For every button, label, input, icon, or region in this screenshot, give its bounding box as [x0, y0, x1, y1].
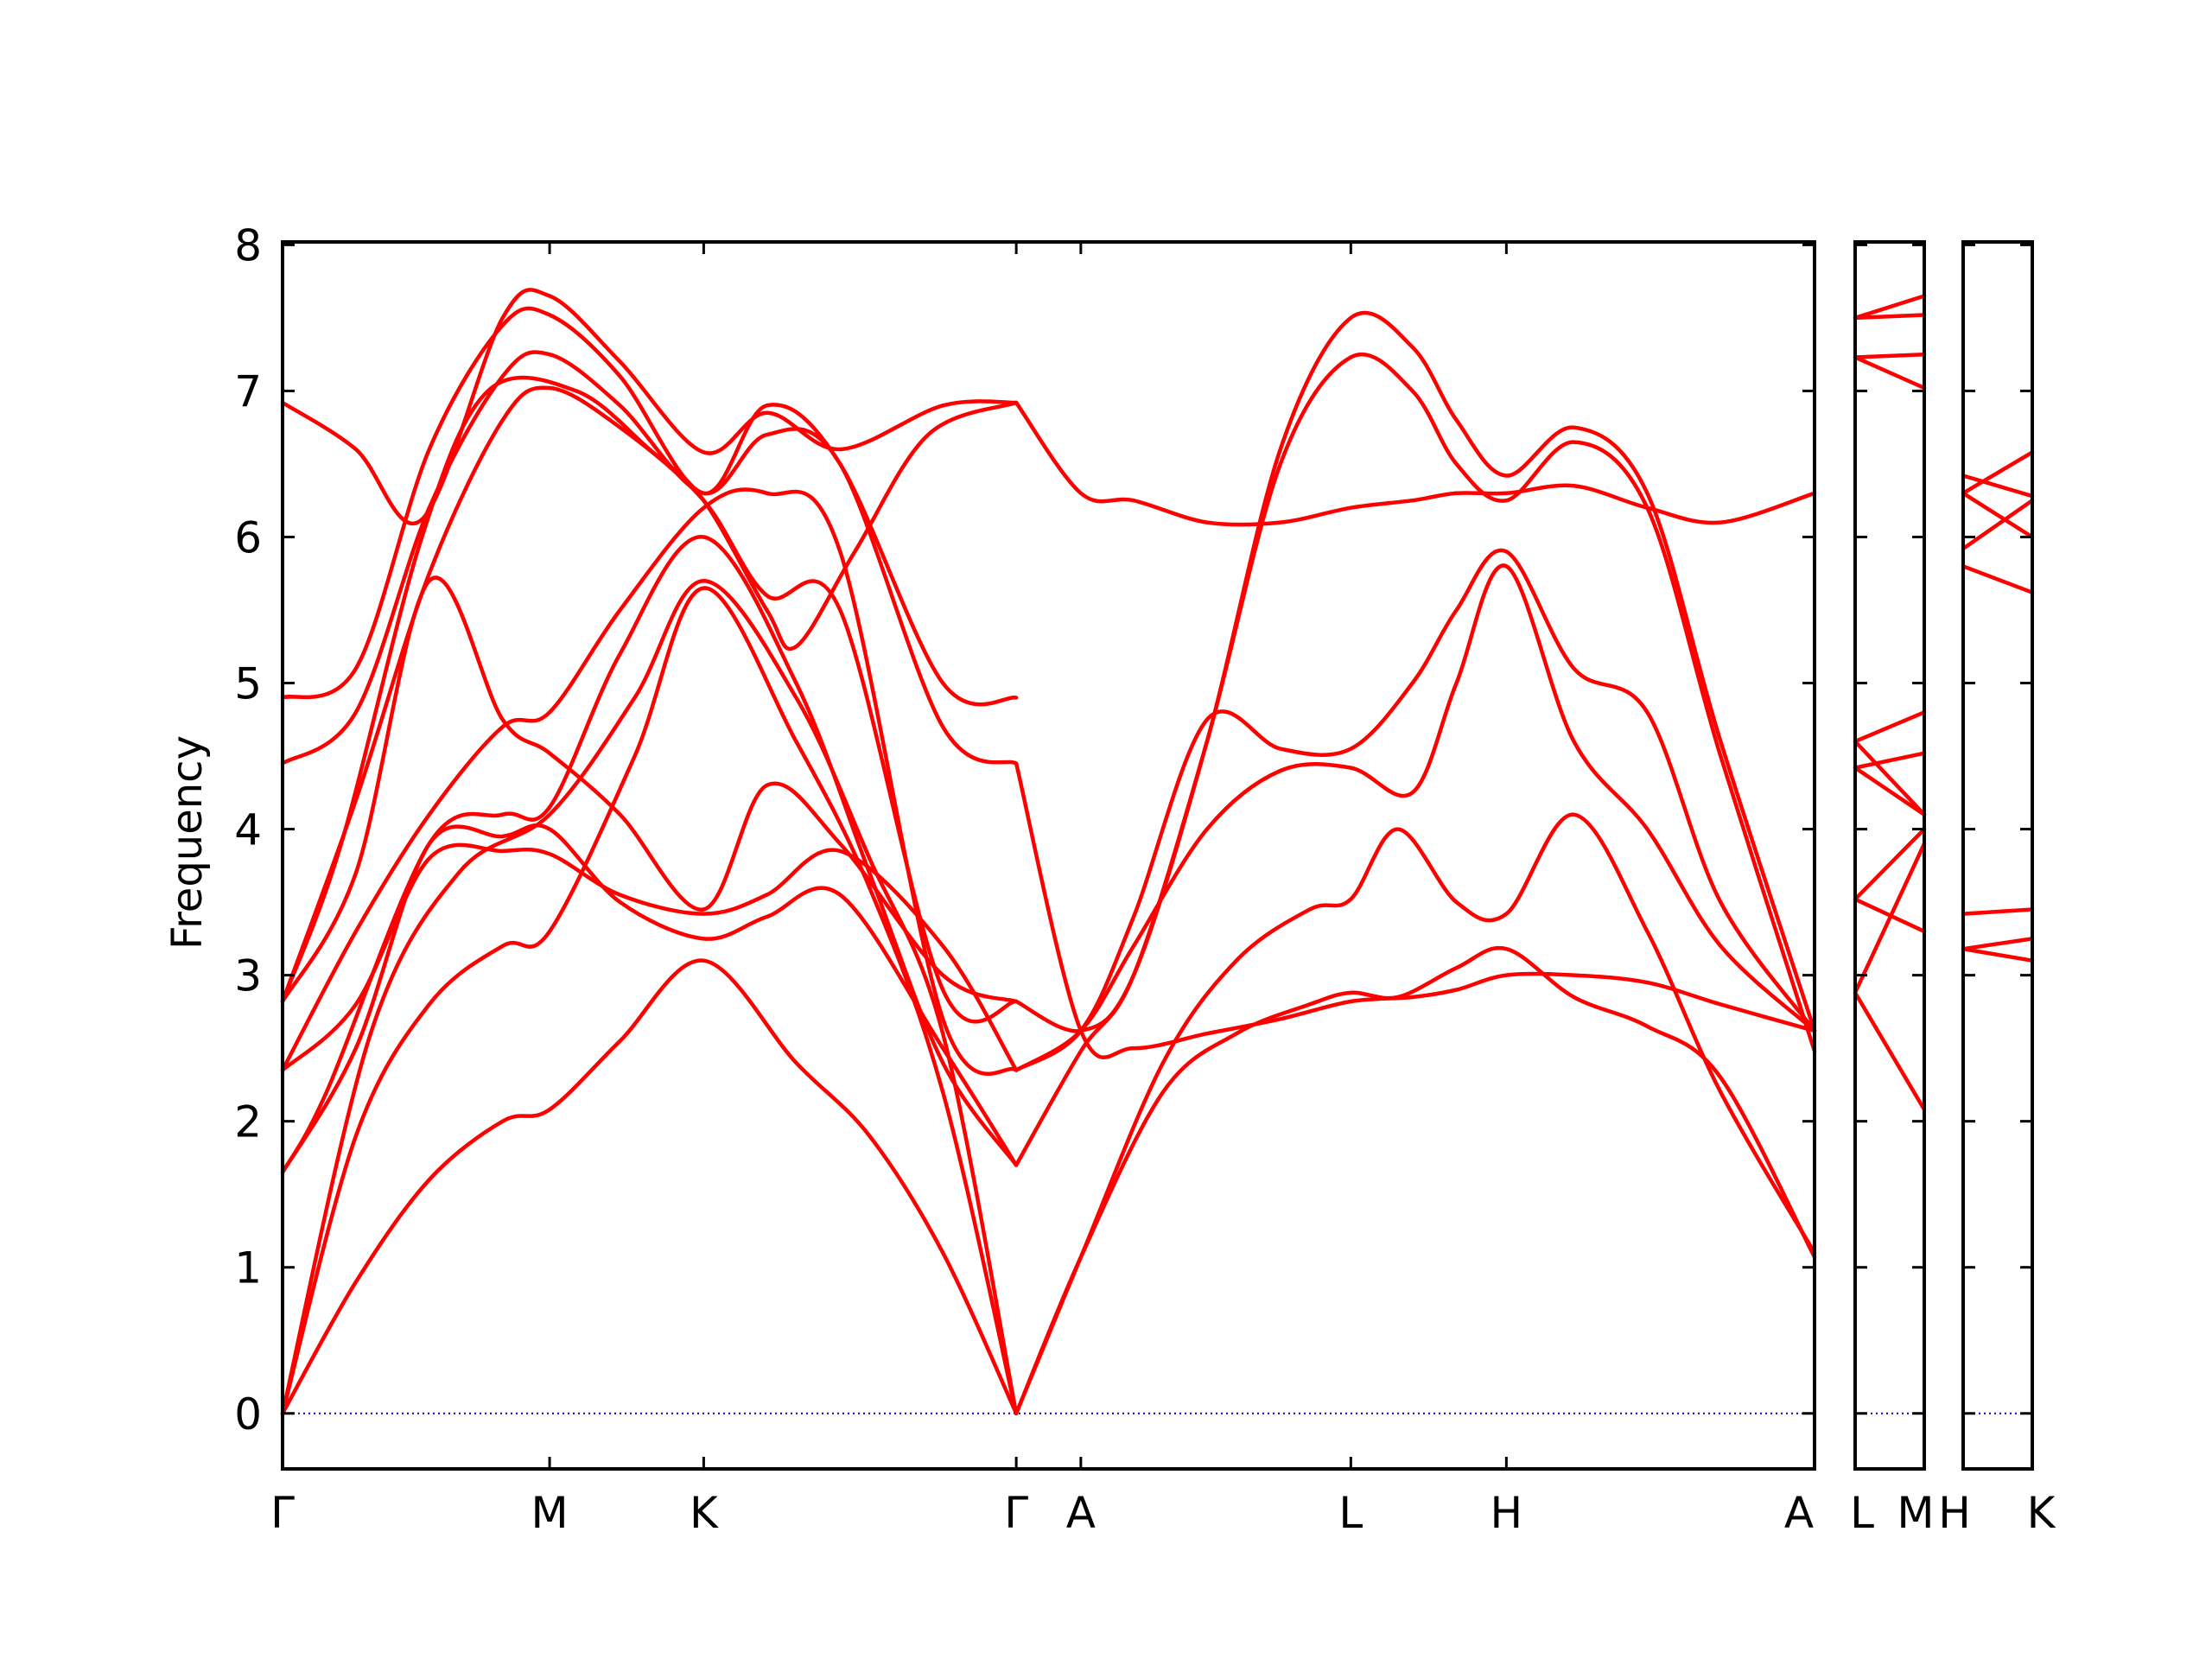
- ytick-label: 4: [234, 805, 262, 855]
- y-tick-labels: 0 1 2 3 4 5 6 7 8: [234, 220, 262, 1439]
- band-line-3: [280, 535, 1019, 1175]
- xtick-label-H: H: [1491, 1488, 1523, 1538]
- band-line-9: [280, 350, 1019, 766]
- band-line-5: [280, 842, 1019, 1072]
- xtick-label-Γ: Γ: [270, 1488, 295, 1538]
- xtick-label-Γ: Γ: [1004, 1488, 1028, 1538]
- xtick-label-H: H: [1938, 1488, 1971, 1538]
- band-line-19: [1014, 761, 1817, 1059]
- panel-frame-1: [1853, 240, 1926, 1471]
- panel-frame-2: [1961, 240, 2034, 1471]
- band-line-23: [1853, 827, 1927, 901]
- ytick-label: 6: [234, 512, 262, 563]
- band-line-24: [1853, 897, 1927, 934]
- band-line-18: [1014, 310, 1817, 1033]
- band-line-29: [1853, 355, 1927, 391]
- ytick-label: 8: [234, 220, 262, 270]
- ytick-label: 3: [234, 951, 262, 1001]
- band-line-11: [280, 288, 1019, 525]
- band-line-14: [1014, 812, 1817, 1416]
- band-line-13: [1014, 945, 1817, 1416]
- band-line-16: [1014, 548, 1817, 1072]
- band-line-4: [280, 823, 1019, 1175]
- band-line-37: [1961, 498, 2035, 551]
- band-line-15: [1014, 563, 1817, 1072]
- band-line-40: [1961, 450, 2035, 496]
- xtick-label-K: K: [690, 1488, 719, 1538]
- band-line-35: [1961, 907, 2035, 916]
- band-line-12: [280, 375, 1019, 1004]
- ytick-label: 2: [234, 1097, 262, 1147]
- panel-frame-0: [281, 240, 1816, 1471]
- xtick-label-M: M: [1897, 1488, 1934, 1538]
- xtick-label-A: A: [1784, 1488, 1814, 1538]
- band-line-28: [1853, 739, 1927, 817]
- ytick-label: 7: [234, 366, 262, 416]
- band-line-30: [1853, 352, 1927, 359]
- band-line-36: [1961, 564, 2035, 594]
- xtick-label-K: K: [2027, 1488, 2056, 1538]
- band-line-38: [1961, 491, 2035, 539]
- band-line-22: [1853, 842, 1927, 995]
- band-line-33: [1961, 946, 2035, 963]
- phonon-bands: [280, 288, 2035, 1416]
- panel-frames: [281, 240, 2034, 1471]
- band-line-21: [1853, 990, 1927, 1112]
- band-line-39: [1961, 474, 2035, 499]
- band-line-10: [280, 306, 1019, 707]
- ytick-label: 1: [234, 1243, 262, 1294]
- xtick-label-L: L: [1850, 1488, 1874, 1538]
- xtick-label-A: A: [1066, 1488, 1096, 1538]
- axis-ticks: [281, 242, 2034, 1469]
- band-line-25: [1853, 766, 1927, 817]
- band-line-17: [1014, 352, 1817, 1167]
- band-line-32: [1853, 294, 1927, 321]
- xtick-label-L: L: [1338, 1488, 1363, 1538]
- band-line-7: [280, 575, 1019, 1004]
- band-line-27: [1853, 710, 1927, 744]
- ytick-label: 5: [234, 659, 262, 709]
- band-line-20: [1014, 400, 1817, 527]
- band-line-34: [1961, 937, 2035, 951]
- band-line-2: [280, 578, 1019, 1416]
- band-line-0: [280, 958, 1019, 1416]
- band-line-26: [1853, 751, 1927, 770]
- xtick-label-M: M: [531, 1488, 569, 1538]
- ytick-label: 0: [234, 1389, 262, 1440]
- band-line-31: [1853, 313, 1927, 321]
- y-axis-label: Frequency: [163, 735, 212, 950]
